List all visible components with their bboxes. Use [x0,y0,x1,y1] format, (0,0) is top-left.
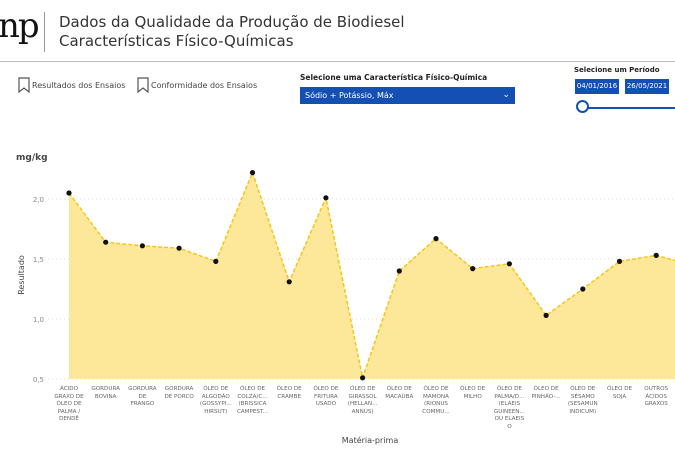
data-point[interactable] [616,258,623,264]
x-tick-label: ÁCIDO GRAXO DE ÓLEO DE PALMA / DENDÊ [54,386,84,422]
unit-label: mg/kg [16,153,48,163]
x-tick-label: ÓLEO DE MILHO [460,386,486,400]
x-tick-label: ÓLEO DE CRAMBE [276,386,302,400]
x-tick-label: ÓLEO DE GIRASSOL (HELLAN... ANNUS) [347,386,378,415]
x-axis-title: Matéria-prima [342,435,399,445]
period-slider-handle[interactable] [576,100,589,113]
x-tick-label: ÓLEO DE SOJA [606,386,633,400]
x-tick-label: ÓLEO DE COLZA/C... (BRISSICA CAMPEST... [236,386,269,415]
data-point[interactable] [470,266,476,272]
data-point[interactable] [213,258,219,264]
start-date-input[interactable]: 04/01/2016 [575,79,619,94]
bookmark-label: Resultados dos Ensaios [32,80,126,90]
x-tick-label: OUTROS ÁCIDOS GRAXOS [644,386,669,407]
period-label: Selecione um Período [574,66,660,74]
bookmark-label: Conformidade dos Ensaios [151,80,258,90]
data-point[interactable] [139,243,145,249]
data-point[interactable] [580,286,586,292]
data-point[interactable] [249,170,256,176]
x-tick-label: ÓLEO DE PALMA/D... (ELAEIS GUINEEN... OU… [493,386,525,430]
characteristic-dropdown[interactable]: Sódio + Potássio, Máx ⌄ [300,87,515,104]
y-tick-label: 2,0 [33,196,44,204]
y-tick-label: 0,5 [33,376,44,384]
data-point[interactable] [506,261,512,267]
bookmark-icon [137,77,149,93]
page-title: Dados da Qualidade da Produção de Biodie… [59,13,405,51]
data-point[interactable] [360,375,366,381]
data-point[interactable] [176,245,182,251]
x-tick-label: ÓLEO DE MAMONA (RIONUS COMMU... [422,386,450,415]
y-tick-label: 1,0 [33,316,44,324]
x-tick-label: ÓLEO DE FRITURA USADO [313,386,339,407]
data-point[interactable] [286,279,292,285]
series-line [68,170,675,381]
dropdown-value: Sódio + Potássio, Máx [305,91,394,100]
x-tick-label: ÓLEO DE PINHÃO-... [531,386,561,400]
bookmark-icon [18,77,30,93]
data-point[interactable] [66,190,72,196]
chevron-down-icon: ⌄ [502,90,510,100]
data-point[interactable] [323,195,329,201]
area-fill [69,172,675,379]
y-tick-label: 1,5 [33,256,44,264]
x-tick-label: GORDURA DE PORCO [164,386,194,400]
x-tick-label: GORDURA DE FRANGO [128,386,157,407]
divider [44,12,45,52]
data-point[interactable] [653,252,659,258]
period-slider-track[interactable] [584,107,675,109]
header-divider [0,61,675,62]
data-point[interactable] [103,239,109,245]
anp-logo: np [0,6,40,46]
data-point[interactable] [433,236,439,242]
x-tick-label: ÓLEO DE SÉSAMO (SESAMUN INDICUM) [567,386,598,415]
x-tick-label: ÓLEO DE ALGODÃO (GOSSYPI... HIRSUT) [199,386,232,415]
y-axis-title: Resultado [17,255,26,295]
x-tick-label: ÓLEO DE MACAÚBA [385,386,414,400]
characteristic-label: Selecione uma Característica Físico-Quím… [300,73,488,82]
data-point[interactable] [543,312,549,318]
title-line1: Dados da Qualidade da Produção de Biodie… [59,13,405,31]
bookmark-resultados[interactable]: Resultados dos Ensaios [18,77,125,93]
bookmark-conformidade[interactable]: Conformidade dos Ensaios [137,77,257,93]
data-point[interactable] [396,268,402,274]
x-tick-label: GORDURA BOVINA [91,386,120,400]
title-line2: Características Físico-Químicas [59,32,294,50]
end-date-input[interactable]: 26/05/2021 [625,79,669,94]
